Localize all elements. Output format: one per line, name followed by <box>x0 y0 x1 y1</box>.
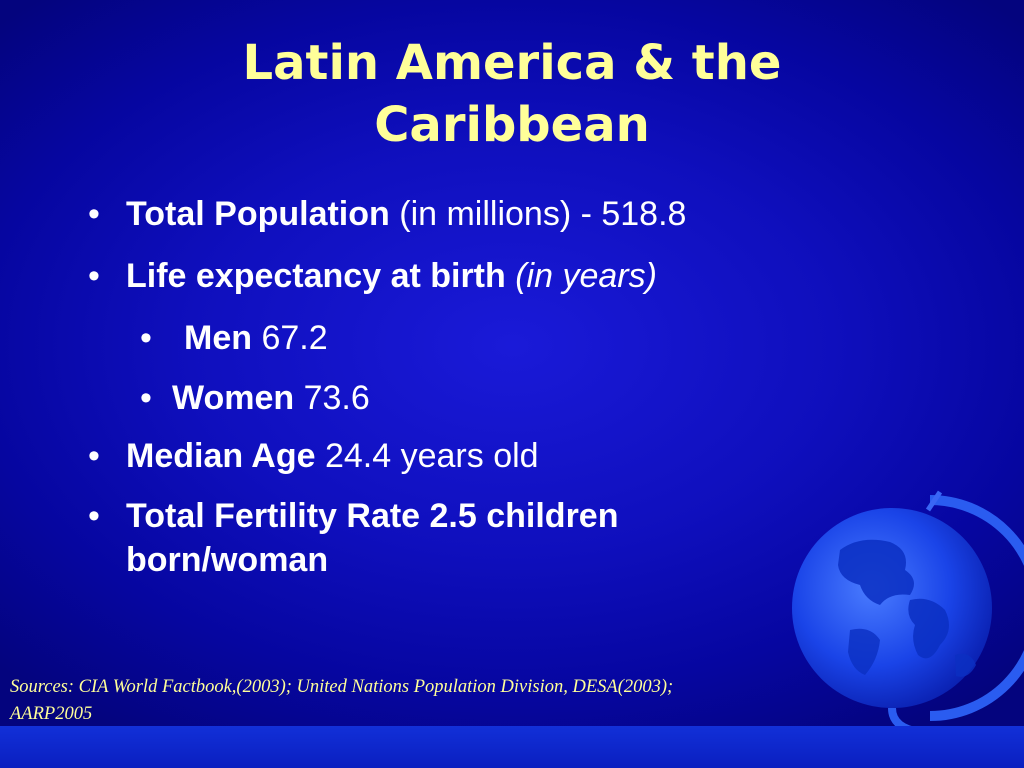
bullet-dot: • <box>140 319 152 357</box>
median-age-label: Median Age <box>126 437 316 475</box>
bullet-dot: • <box>140 379 152 417</box>
bullet-dot: • <box>88 437 100 475</box>
women-label: Women <box>172 379 295 417</box>
life-expectancy-unit: (in years) <box>505 257 657 295</box>
men-label: Men <box>184 319 252 357</box>
bullet-dot: • <box>88 195 100 233</box>
sources-note: Sources: CIA World Factbook,(2003); Unit… <box>10 674 970 728</box>
fertility-rate-line-1: Total Fertility Rate 2.5 children <box>126 497 619 535</box>
bullet-life-expectancy: • Life expectancy at birth (in years) <box>88 256 848 296</box>
bullet-fertility-rate: • Total Fertility Rate 2.5 children born… <box>88 496 848 582</box>
bottom-bar <box>0 726 1024 768</box>
total-population-value: (in millions) - 518.8 <box>389 195 687 233</box>
bullet-total-population: • Total Population (in millions) - 518.8 <box>88 194 848 234</box>
title-line-1: Latin America & the <box>242 35 782 91</box>
bullet-women: • Women 73.6 <box>140 378 540 418</box>
slide-title: Latin America & the Caribbean <box>0 32 1024 156</box>
bullet-dot: • <box>88 497 100 535</box>
sources-line-1: Sources: CIA World Factbook,(2003); Unit… <box>10 677 674 697</box>
bullet-median-age: • Median Age 24.4 years old <box>88 436 848 476</box>
total-population-label: Total Population <box>126 195 390 233</box>
fertility-rate-line-2: born/woman <box>126 541 329 579</box>
men-value: 67.2 <box>252 319 328 357</box>
sources-line-2: AARP2005 <box>10 704 93 724</box>
life-expectancy-label: Life expectancy at birth <box>126 257 506 295</box>
bullet-dot: • <box>88 257 100 295</box>
median-age-value: 24.4 years old <box>315 437 539 475</box>
title-line-2: Caribbean <box>374 97 650 153</box>
bullet-men: • Men 67.2 <box>140 318 540 358</box>
women-value: 73.6 <box>294 379 370 417</box>
